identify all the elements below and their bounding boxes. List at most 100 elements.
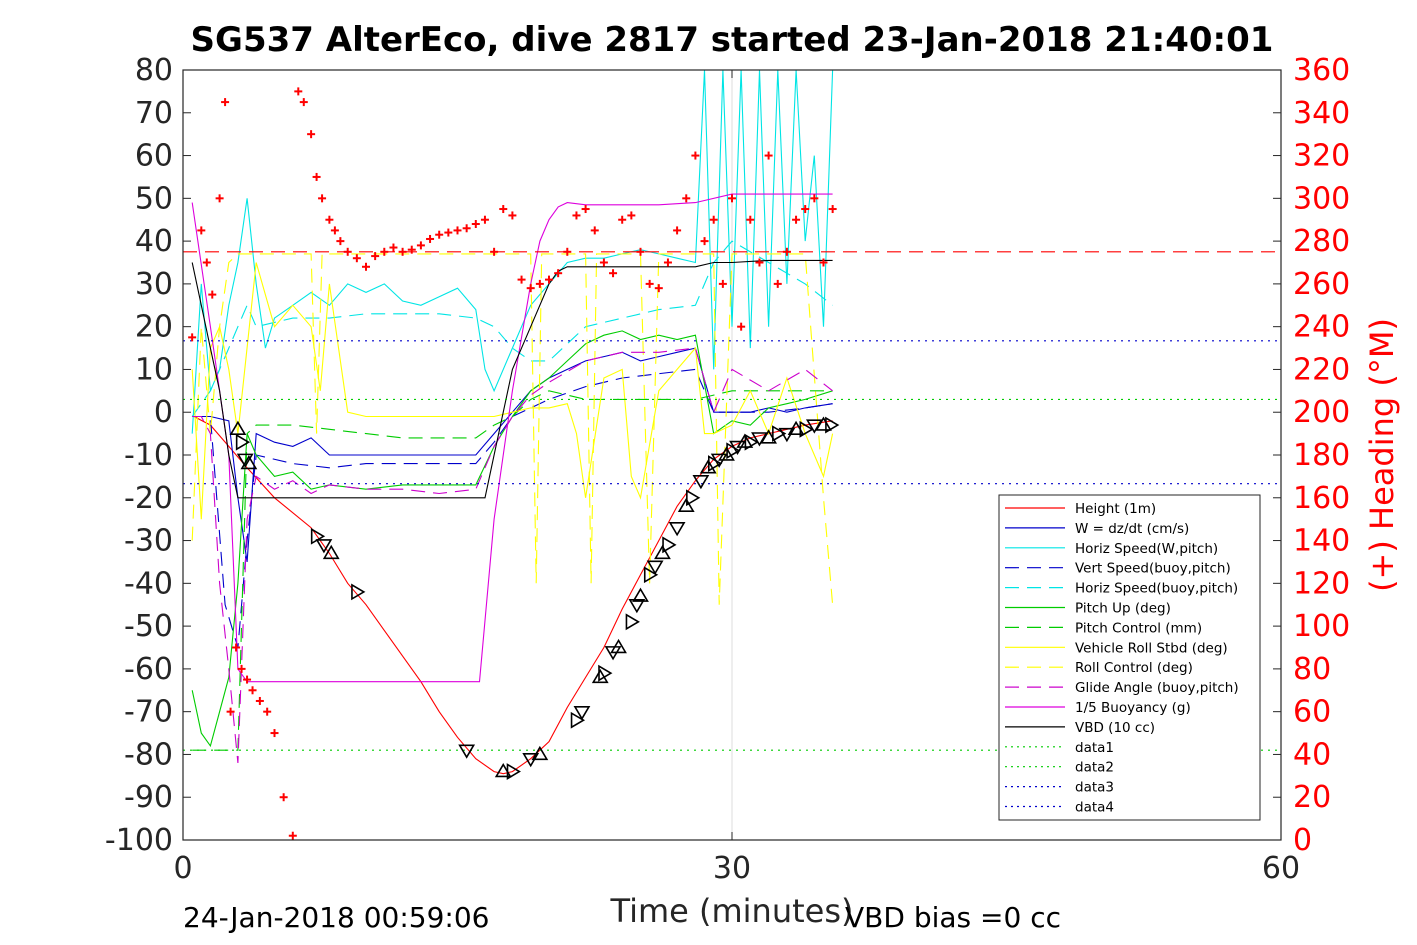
heading-point <box>243 675 252 684</box>
y-tick-label: 10 <box>135 352 173 387</box>
heading-point <box>728 194 736 203</box>
legend-label-roll_ctrl: Roll Control (deg) <box>1075 660 1193 676</box>
heading-point <box>325 215 334 224</box>
heading-point <box>709 215 718 224</box>
heading-point <box>691 151 700 160</box>
heading-point <box>444 228 453 237</box>
heading-point <box>343 247 352 256</box>
heading-point <box>618 215 627 224</box>
y-tick-label: -90 <box>124 780 173 815</box>
y2-tick-label: 40 <box>1293 737 1331 772</box>
heading-point <box>636 247 645 256</box>
series-line-roll <box>191 262 834 520</box>
heading-point <box>294 87 303 96</box>
legend-label-pitch_ctrl: Pitch Control (mm) <box>1075 620 1202 636</box>
series-line-pitch_ctrl <box>192 390 833 751</box>
heading-point <box>755 258 764 267</box>
depth-marker <box>799 420 814 438</box>
heading-point <box>380 247 389 256</box>
depth-marker <box>235 433 251 451</box>
series-layer <box>183 69 1281 840</box>
y2-tick-label: 220 <box>1293 352 1350 387</box>
heading-point <box>609 269 618 278</box>
y-tick-label: -80 <box>124 737 173 772</box>
depth-marker <box>315 539 333 554</box>
depth-marker <box>699 459 717 474</box>
y2-tick-label: 280 <box>1293 224 1350 259</box>
depth-marker <box>236 453 254 468</box>
depth-marker <box>506 763 521 780</box>
depth-marker <box>825 416 840 434</box>
depth-marker <box>692 474 710 490</box>
y2-tick-label: 240 <box>1293 310 1350 345</box>
heading-point <box>563 247 572 256</box>
y2-tick-label: 160 <box>1293 481 1350 516</box>
legend-label-data2: data2 <box>1075 760 1114 776</box>
depth-marker <box>718 446 735 461</box>
depth-marker <box>654 544 671 560</box>
y-tick-label: 70 <box>135 96 173 131</box>
legend-label-vbd: VBD (10 cc) <box>1075 720 1155 736</box>
y2-tick-label: 200 <box>1293 395 1350 430</box>
y-axis-right-label: (+) Heading (°M) <box>1363 318 1401 592</box>
heading-point <box>627 211 636 220</box>
depth-marker <box>351 583 366 601</box>
heading-point <box>526 284 535 293</box>
y-tick-label: 50 <box>135 181 173 216</box>
heading-point <box>435 230 444 239</box>
heading-point <box>508 211 517 220</box>
heading-point <box>700 237 709 246</box>
heading-point <box>554 269 563 278</box>
heading-point <box>499 205 508 214</box>
heading-point <box>746 215 755 224</box>
y-tick-label: -30 <box>124 524 173 559</box>
y-tick-label: -40 <box>124 566 173 601</box>
heading-point <box>782 247 791 256</box>
y-tick-label: 0 <box>154 395 173 430</box>
y-tick-label: 60 <box>135 139 173 174</box>
x-tick-label: 60 <box>1262 851 1300 886</box>
heading-point <box>226 707 235 716</box>
y-tick-label: 20 <box>135 310 173 345</box>
heading-point <box>663 258 672 267</box>
heading-point <box>682 194 691 203</box>
depth-marker <box>598 664 613 682</box>
heading-point <box>279 793 288 802</box>
depth-marker <box>662 536 677 554</box>
heading-point <box>490 247 499 256</box>
y2-tick-label: 360 <box>1293 53 1350 88</box>
depth-marker <box>531 745 549 761</box>
legend-label-hspeed: Horiz Speed(W,pitch) <box>1075 541 1218 557</box>
depth-marker <box>625 613 640 631</box>
legend-label-hspeed_buoy: Horiz Speed(buoy,pitch) <box>1075 581 1238 597</box>
y-tick-label: -10 <box>124 438 173 473</box>
depth-marker <box>610 638 627 654</box>
depth-marker <box>628 599 646 614</box>
series-line-glide <box>192 347 833 764</box>
y2-tick-label: 120 <box>1293 566 1350 601</box>
heading-point <box>792 215 801 224</box>
depth-marker <box>322 544 340 560</box>
heading-point <box>773 279 782 288</box>
heading-point <box>535 279 544 288</box>
y-tick-label: 40 <box>135 224 173 259</box>
series-line-roll_ctrl <box>191 253 834 605</box>
legend-label-glide: Glide Angle (buoy,pitch) <box>1075 680 1239 696</box>
depth-marker <box>772 425 787 443</box>
heading-point <box>352 254 361 263</box>
heading-point <box>673 226 682 235</box>
heading-point <box>645 279 654 288</box>
depth-marker <box>744 433 759 451</box>
y-axis-left: 80 70 60 50 40 30 20 10 0 -10 -20 -30 -40 -50 -60 -70 -8… <box>105 53 191 858</box>
heading-point <box>398 247 407 256</box>
x-axis: 0 30 60 <box>173 70 1300 886</box>
heading-point <box>810 194 819 203</box>
heading-point <box>270 729 279 738</box>
heading-point <box>215 194 224 203</box>
chart-title: SG537 AlterEco, dive 2817 started 23-Jan… <box>191 20 1274 60</box>
heading-point <box>208 290 217 299</box>
heading-point <box>362 262 370 271</box>
legend-label-data3: data3 <box>1075 780 1114 796</box>
depth-marker <box>677 497 695 513</box>
